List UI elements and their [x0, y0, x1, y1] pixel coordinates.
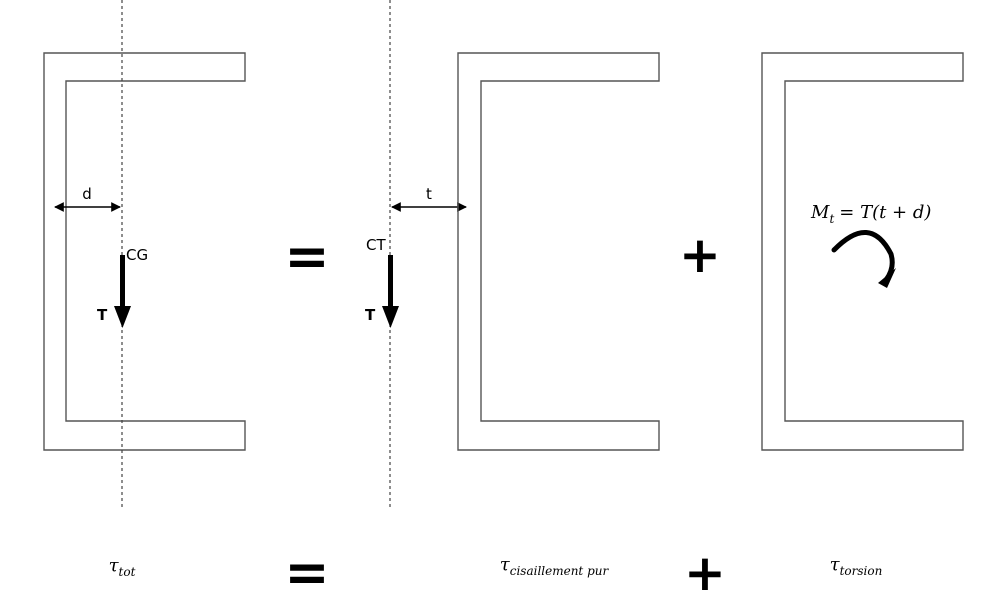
torsion-moment-arrow-icon [831, 230, 895, 283]
bottom-plus-operator: + [684, 544, 726, 602]
force-label-middle: T [365, 306, 376, 324]
channel-section-torsion [761, 52, 964, 451]
force-arrow-shaft-middle [388, 255, 393, 312]
tau-shear-symbol: τ [500, 554, 511, 575]
tau-shear: τcisaillement pur [500, 554, 610, 578]
tau-shear-subscript: cisaillement pur [510, 564, 610, 578]
force-arrow-shaft-left [120, 255, 125, 312]
plus-operator: + [679, 226, 721, 284]
tau-torsion-symbol: τ [830, 554, 841, 575]
tau-torsion: τtorsion [830, 554, 883, 578]
moment-subscript: t [829, 212, 834, 226]
moment-rhs: = T(t + d) [839, 202, 931, 223]
channel-section-total [43, 52, 246, 451]
torsion-moment-formula: Mt = T(t + d) [810, 202, 931, 226]
shear-center-label: CT [366, 236, 386, 254]
equals-operator: = [284, 225, 329, 288]
dimension-t-label: t [426, 185, 432, 203]
centroid-label: CG [126, 246, 148, 264]
moment-symbol: M [810, 202, 830, 223]
force-arrow-head-left [114, 306, 131, 328]
bottom-equals-operator: = [284, 541, 329, 603]
torsion-moment-arrowhead-icon [878, 268, 896, 288]
tau-total: τtot [109, 555, 136, 579]
channel-section-shear [457, 52, 660, 451]
force-arrow-head-middle [382, 306, 399, 328]
tau-total-symbol: τ [109, 555, 120, 576]
tau-torsion-subscript: torsion [840, 564, 883, 578]
force-label-left: T [97, 306, 108, 324]
dimension-d-label: d [82, 185, 92, 203]
tau-total-subscript: tot [119, 565, 136, 579]
